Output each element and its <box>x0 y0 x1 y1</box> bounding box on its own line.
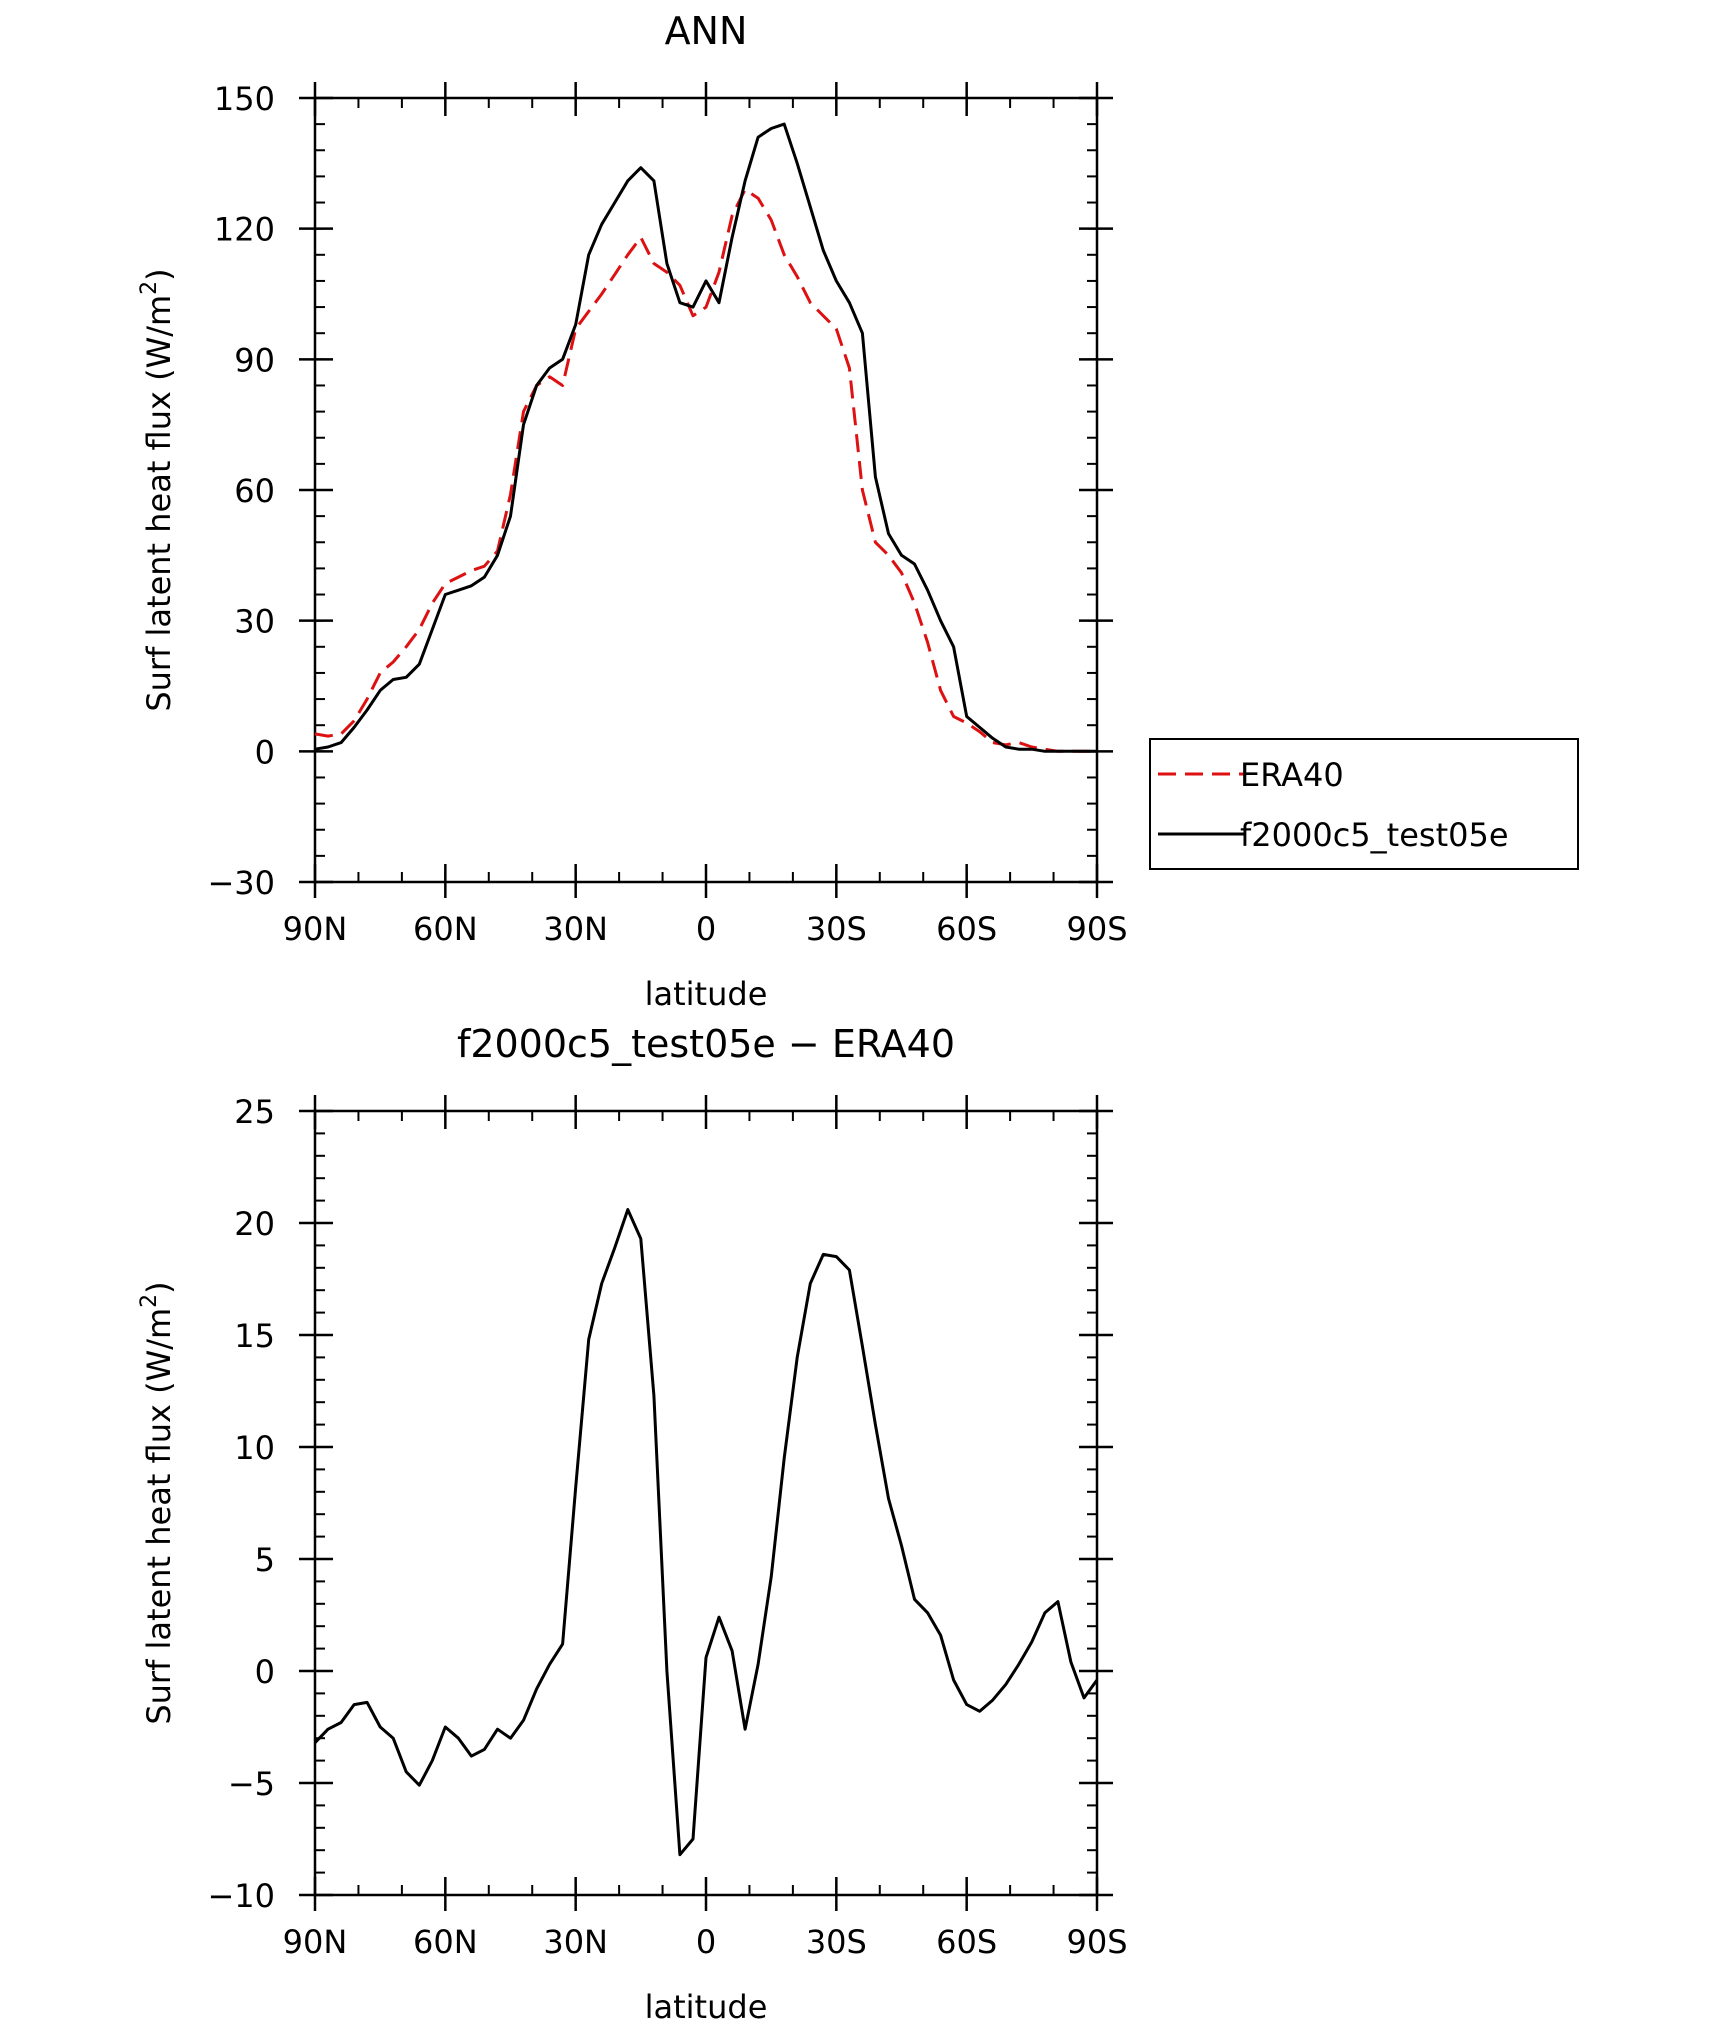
legend-label: f2000c5_test05e <box>1240 816 1509 854</box>
y-tick-label: 20 <box>234 1205 275 1243</box>
x-axis-label: latitude <box>645 1988 768 2021</box>
x-tick-label: 60N <box>413 1923 478 1961</box>
y-tick-label: 0 <box>255 1653 275 1691</box>
y-tick-label: 5 <box>255 1541 275 1579</box>
y-axis-label-close: ) <box>140 1281 178 1293</box>
chart-title: f2000c5_test05e − ERA40 <box>457 1022 955 1066</box>
series-line-era40 <box>314 188 1097 753</box>
x-tick-label: 30S <box>806 1923 867 1961</box>
x-tick-label: 60N <box>413 910 478 948</box>
y-axis-label: Surf latent heat flux (W/m2) <box>137 1281 178 1724</box>
y-tick-label: 30 <box>234 603 275 641</box>
series-line-f2000c5-test05e <box>314 122 1097 753</box>
x-tick-label: 90S <box>1066 910 1127 948</box>
y-axis-label-close: ) <box>140 268 178 280</box>
legend: ERA40 f2000c5_test05e <box>1149 738 1579 870</box>
x-tick-label: 60S <box>936 910 997 948</box>
x-tick-label: 30N <box>543 1923 608 1961</box>
y-tick-label: 90 <box>234 341 275 379</box>
x-tick-label: 0 <box>696 910 716 948</box>
y-tick-label: −5 <box>228 1765 275 1803</box>
y-tick-label: 0 <box>255 733 275 771</box>
chart-panel-annual: ANN 90N 60N 30N 0 30S 60S 90S −30 0 30 60 90 120 150 la… <box>137 9 1579 1013</box>
y-tick-label: −30 <box>207 864 275 902</box>
series-line-difference <box>313 1208 1099 1857</box>
x-tick-label: 30N <box>543 910 608 948</box>
y-tick-label: 120 <box>214 211 275 249</box>
y-tick-label: 15 <box>234 1317 275 1355</box>
x-tick-label: 90N <box>283 910 348 948</box>
y-tick-label: 150 <box>214 80 275 118</box>
legend-box <box>1149 738 1579 870</box>
chart-panel-difference: f2000c5_test05e − ERA40 90N 60N 30N 0 30S 60S 9… <box>137 1022 1128 2021</box>
x-tick-label: 90N <box>283 1923 348 1961</box>
x-tick-label: 90S <box>1066 1923 1127 1961</box>
plot-frame <box>313 1109 1099 1897</box>
legend-label: ERA40 <box>1240 756 1344 794</box>
x-tick-label: 60S <box>936 1923 997 1961</box>
y-axis-label: Surf latent heat flux (W/m2) <box>137 268 178 711</box>
y-tick-label: 25 <box>234 1093 275 1131</box>
y-axis-label-text: Surf latent heat flux (W/m <box>140 295 178 712</box>
y-tick-label: 10 <box>234 1429 275 1467</box>
y-tick-label: 60 <box>234 472 275 510</box>
y-tick-label: −10 <box>207 1877 275 1915</box>
x-tick-label: 30S <box>806 910 867 948</box>
x-tick-label: 0 <box>696 1923 716 1961</box>
chart-title: ANN <box>665 9 748 53</box>
y-axis-label-text: Surf latent heat flux (W/m <box>140 1308 178 1725</box>
x-axis-label: latitude <box>645 975 768 1013</box>
plot-frame <box>313 96 1099 884</box>
y-axis-label-sup: 2 <box>137 1294 162 1308</box>
y-axis-label-sup: 2 <box>137 281 162 295</box>
